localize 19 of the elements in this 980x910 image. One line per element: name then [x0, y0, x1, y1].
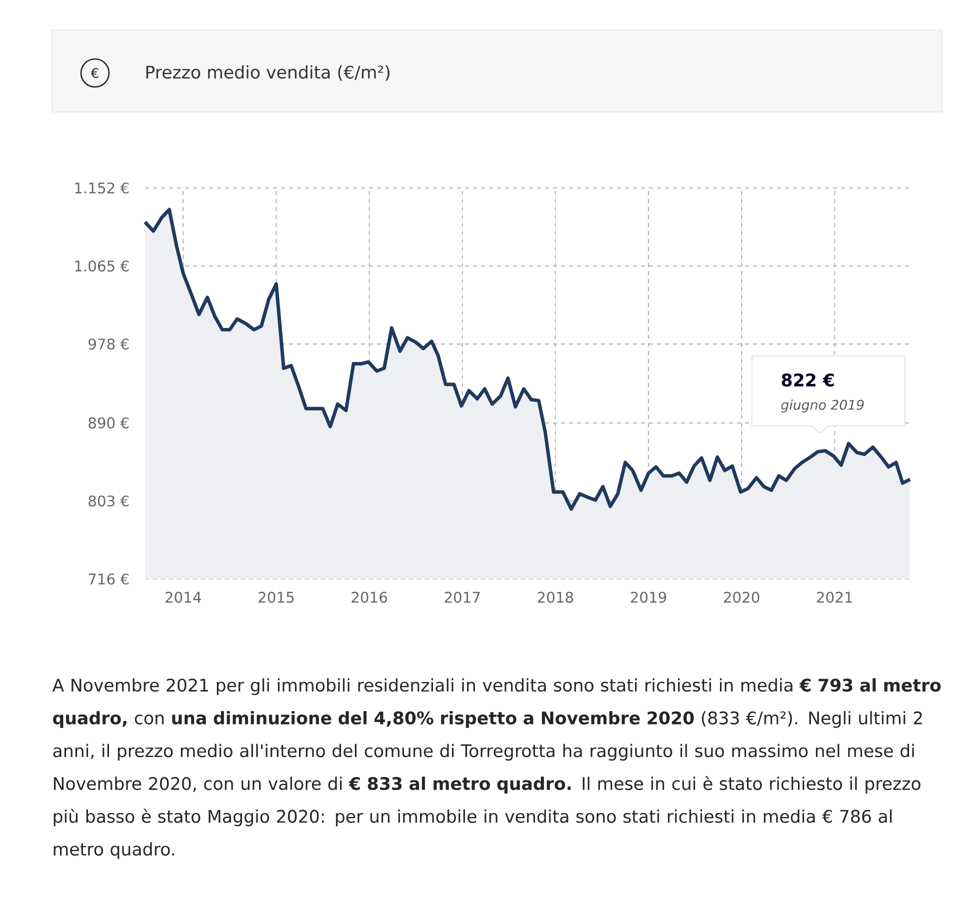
y-tick-label: 1.065 €: [75, 260, 129, 272]
y-tick-label: 890 €: [88, 417, 129, 429]
y-tick-label: 1.152 €: [75, 182, 129, 194]
text: A Novembre 2021 per gli immobili residenziali in vendita sono stati richiesti in media € 793 al metro quadro, con una diminuzione del 4,80% rispetto a Novembre 2020 (833 €/m²). Negli ultimi 2 anni, il prezzo medio all'interno del comune di Torregrotta ha raggiunto il suo massimo nel mese di Novembre 2020, con un valore di € 833 al metro quadro. Il mese in cui è stato richiesto il prezzo più basso è stato Maggio 2020: per un immobile in vendita sono stati richiesti in media € 786 al metro quadro.: [52, 678, 941, 860]
x-tick-label: 2018: [538, 592, 574, 603]
text: €: [90, 68, 98, 78]
annotation: 822 €: [782, 373, 834, 387]
x-tick-label: 2020: [724, 592, 760, 603]
y-tick-label: 803 €: [88, 495, 129, 507]
y-tick-label: 716 €: [88, 573, 129, 585]
x-tick-label: 2021: [817, 592, 852, 603]
chart-title: Prezzo medio vendita (€/m²): [146, 65, 390, 81]
x-tick-label: 2014: [166, 592, 201, 603]
x-tick-label: 2015: [258, 592, 294, 603]
x-tick-label: 2016: [352, 592, 388, 603]
annotation: giugno 2019: [781, 400, 864, 412]
x-tick-label: 2017: [444, 592, 480, 603]
x-tick-label: 2019: [630, 592, 666, 603]
y-tick-label: 978 €: [88, 338, 129, 350]
